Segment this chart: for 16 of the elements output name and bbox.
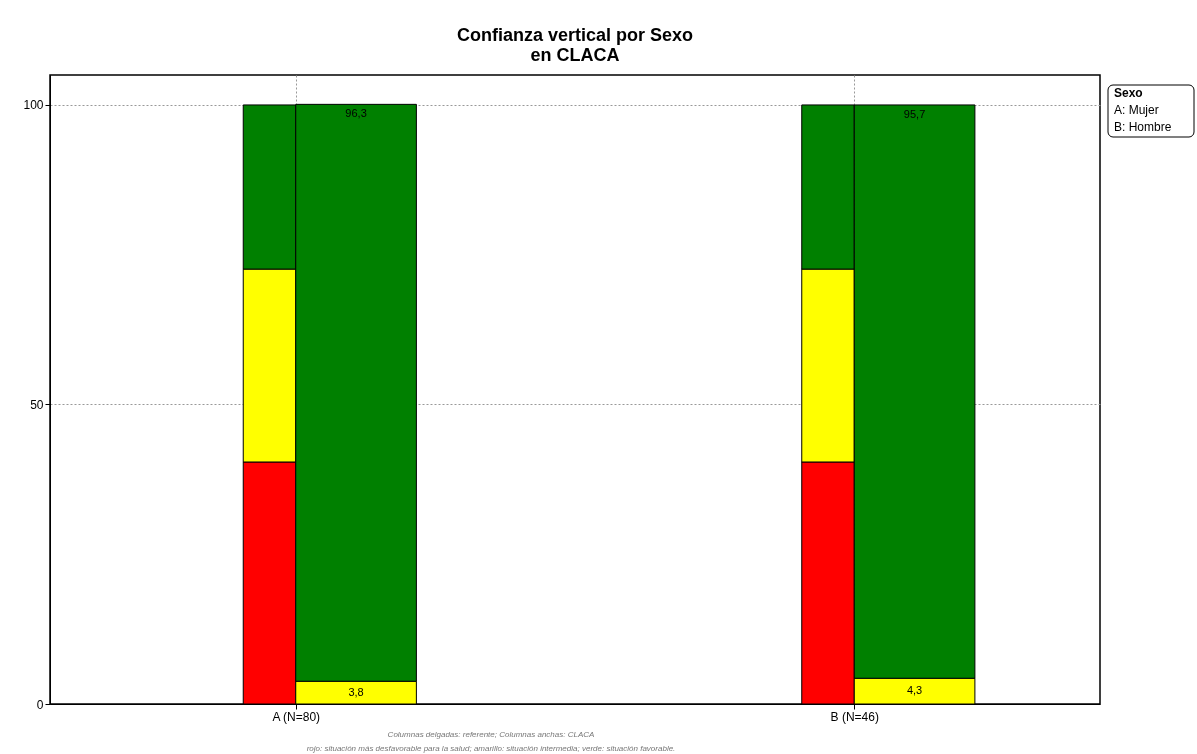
- data-label: 4,3: [906, 684, 923, 697]
- text: Confianza vertical por Sexo: [456, 25, 694, 45]
- legend-title: Sexo: [1114, 86, 1143, 100]
- text: en CLACA: [530, 45, 620, 65]
- data-label: 3,8: [348, 685, 364, 698]
- text: Columnas delgadas: referente; Columnas anchas: CLACA: [387, 730, 595, 739]
- data-label: 96,3: [345, 107, 367, 120]
- text: B: Hombre: [1114, 120, 1172, 134]
- x-tick-label: B (N=46): [830, 709, 879, 724]
- text: A: Mujer: [1114, 103, 1159, 117]
- data-label: 95,7: [903, 107, 926, 120]
- text: rojo: situación más desfavorable para la salud; amarillo: situación intermedia; verde: situación favorable.: [306, 744, 676, 753]
- x-tick-label: A (N=80): [272, 709, 321, 724]
- y-tick-label: 100: [23, 98, 44, 113]
- y-tick-label: 50: [30, 397, 44, 412]
- y-tick-label: 0: [36, 697, 44, 712]
